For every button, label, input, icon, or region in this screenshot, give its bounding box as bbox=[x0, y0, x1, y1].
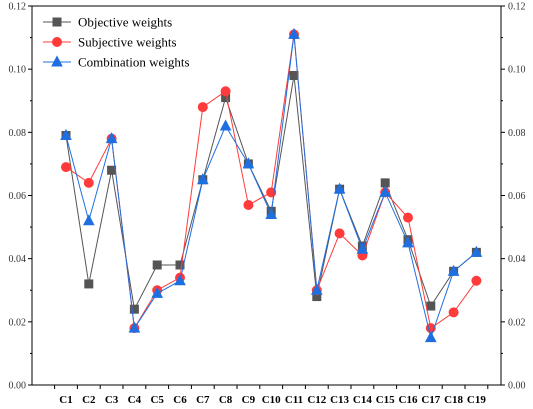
data-point bbox=[196, 173, 209, 185]
data-point bbox=[242, 157, 255, 169]
legend-label: Subjective weights bbox=[78, 35, 177, 50]
axis-ticks: 0.00 0.00 0.02 0.02 0.04 0.04 0.06 0.06 0.08 0.08… bbox=[9, 2, 526, 407]
x-tick-label: C2 bbox=[82, 394, 96, 406]
y-tick-label-left: 0.04 bbox=[9, 254, 27, 265]
x-tick-label: C13 bbox=[330, 394, 349, 406]
data-point bbox=[334, 228, 345, 239]
data-point bbox=[107, 165, 117, 175]
data-point bbox=[151, 286, 164, 298]
y-tick-label-left: 0.10 bbox=[9, 65, 27, 76]
data-point bbox=[333, 182, 346, 194]
data-point bbox=[447, 264, 460, 276]
data-point bbox=[448, 307, 459, 318]
data-point bbox=[82, 214, 95, 226]
data-point bbox=[128, 321, 141, 333]
data-point bbox=[265, 207, 278, 219]
data-point bbox=[60, 128, 72, 140]
x-tick-label: C7 bbox=[196, 394, 210, 406]
x-tick-label: C15 bbox=[376, 394, 395, 406]
y-tick-label-right: 0.12 bbox=[508, 2, 526, 13]
data-point bbox=[129, 304, 139, 314]
series-line bbox=[65, 34, 477, 340]
data-point bbox=[289, 70, 299, 80]
data-point bbox=[471, 275, 482, 286]
series-line bbox=[65, 34, 477, 330]
data-point bbox=[403, 212, 413, 223]
data-point bbox=[288, 27, 300, 39]
legend-marker bbox=[51, 55, 63, 67]
data-point bbox=[426, 301, 436, 311]
legend-label: Combination weights bbox=[78, 55, 190, 70]
legend-label: Objective weights bbox=[78, 15, 172, 30]
x-tick-label: C6 bbox=[173, 394, 187, 406]
data-point bbox=[243, 199, 254, 210]
data-point bbox=[83, 177, 94, 188]
data-point bbox=[197, 102, 208, 113]
x-tick-label: C18 bbox=[444, 394, 463, 406]
y-tick-label-right: 0.04 bbox=[508, 254, 526, 265]
data-point bbox=[174, 274, 186, 286]
data-point bbox=[470, 245, 483, 257]
data-point bbox=[219, 119, 232, 131]
legend-marker bbox=[52, 17, 62, 27]
x-tick-label: C1 bbox=[59, 394, 72, 406]
y-tick-label-right: 0.10 bbox=[508, 65, 526, 76]
data-point bbox=[61, 162, 71, 173]
x-tick-label: C16 bbox=[399, 394, 418, 406]
y-tick-label-left: 0.08 bbox=[9, 128, 27, 139]
x-tick-label: C19 bbox=[467, 394, 486, 406]
data-point bbox=[310, 283, 323, 295]
series-triangle bbox=[60, 27, 483, 343]
x-tick-label: C10 bbox=[262, 394, 281, 406]
y-tick-label-left: 0.06 bbox=[9, 191, 27, 202]
y-tick-label-right: 0.00 bbox=[508, 381, 526, 392]
data-point bbox=[379, 185, 392, 197]
data-point bbox=[152, 260, 162, 270]
x-tick-label: C14 bbox=[353, 394, 372, 406]
data-point bbox=[356, 242, 369, 254]
y-tick-label-right: 0.08 bbox=[508, 128, 526, 139]
x-tick-label: C11 bbox=[285, 394, 303, 406]
series-circle bbox=[61, 29, 482, 334]
data-point bbox=[220, 86, 231, 97]
x-tick-label: C12 bbox=[307, 394, 326, 406]
data-point bbox=[105, 132, 118, 144]
x-tick-label: C4 bbox=[128, 394, 142, 406]
y-tick-label-left: 0.02 bbox=[9, 317, 27, 328]
y-tick-label-left: 0.00 bbox=[9, 381, 27, 392]
x-tick-label: C8 bbox=[219, 394, 233, 406]
data-point bbox=[424, 331, 437, 343]
x-tick-label: C9 bbox=[242, 394, 256, 406]
data-point bbox=[402, 236, 414, 248]
series-layer bbox=[60, 27, 483, 343]
y-tick-label-left: 0.12 bbox=[9, 2, 27, 13]
data-point bbox=[84, 279, 94, 289]
legend: Objective weights Subjective weights Combi… bbox=[43, 15, 190, 70]
x-tick-label: C5 bbox=[150, 394, 164, 406]
x-tick-label: C17 bbox=[421, 394, 440, 406]
legend-marker bbox=[52, 37, 62, 47]
y-tick-label-right: 0.06 bbox=[508, 191, 526, 202]
data-point bbox=[380, 178, 390, 188]
x-tick-label: C3 bbox=[105, 394, 119, 406]
y-tick-label-right: 0.02 bbox=[508, 317, 526, 328]
